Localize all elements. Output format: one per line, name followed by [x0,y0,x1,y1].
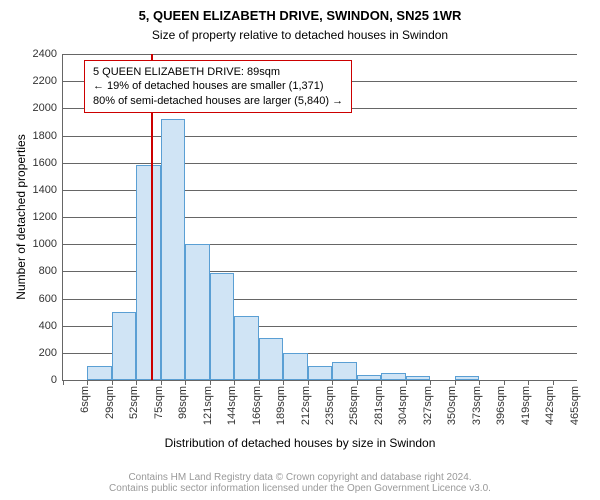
footer-line-2: Contains public sector information licen… [0,483,600,494]
histogram-bar [185,244,209,380]
histogram-bar [210,273,234,380]
x-tick-mark [63,380,64,385]
x-tick-mark [528,380,529,385]
x-tick-label: 6sqm [79,386,91,413]
x-tick-label: 52sqm [128,386,140,419]
y-tick-label: 1000 [33,238,63,250]
y-tick-label: 1400 [33,184,63,196]
x-tick-mark [308,380,309,385]
x-tick-mark [357,380,358,385]
x-axis-label: Distribution of detached houses by size … [0,436,600,450]
x-tick-mark [381,380,382,385]
x-tick-mark [87,380,88,385]
x-tick-label: 327sqm [422,386,434,425]
x-tick-label: 166sqm [251,386,263,425]
x-tick-mark [455,380,456,385]
annotation-line: ← 19% of detached houses are smaller (1,… [93,79,343,93]
x-tick-mark [479,380,480,385]
footer: Contains HM Land Registry data © Crown c… [0,472,600,494]
chart-title: 5, QUEEN ELIZABETH DRIVE, SWINDON, SN25 … [0,8,600,23]
y-tick-label: 400 [39,320,63,332]
histogram-bar [259,338,283,380]
gridline [63,54,577,55]
y-tick-label: 0 [51,374,63,386]
x-tick-label: 121sqm [202,386,214,425]
x-tick-label: 212sqm [300,386,312,425]
histogram-bar [455,376,479,380]
x-tick-label: 442sqm [544,386,556,425]
histogram-bar [308,366,332,380]
x-tick-label: 144sqm [226,386,238,425]
x-tick-mark [332,380,333,385]
x-tick-label: 258sqm [348,386,360,425]
y-tick-label: 1800 [33,130,63,142]
x-tick-mark [283,380,284,385]
x-tick-mark [234,380,235,385]
x-tick-mark [553,380,554,385]
x-tick-mark [259,380,260,385]
histogram-bar [332,362,356,380]
x-tick-label: 350sqm [446,386,458,425]
y-tick-label: 1600 [33,157,63,169]
histogram-bar [161,119,185,380]
histogram-bar [381,373,405,380]
histogram-bar [234,316,258,380]
footer-line-1: Contains HM Land Registry data © Crown c… [0,472,600,483]
x-tick-mark [185,380,186,385]
y-tick-label: 600 [39,293,63,305]
histogram-bar [357,375,381,380]
y-tick-label: 2200 [33,75,63,87]
y-axis-label: Number of detached properties [14,54,28,380]
annotation-line: 80% of semi-detached houses are larger (… [93,94,343,108]
chart-subtitle: Size of property relative to detached ho… [0,28,600,42]
x-tick-label: 235sqm [324,386,336,425]
x-tick-label: 189sqm [275,386,287,425]
x-tick-label: 75sqm [153,386,165,419]
x-tick-mark [136,380,137,385]
histogram-bar [112,312,136,380]
gridline [63,163,577,164]
x-tick-mark [406,380,407,385]
chart-container: 5, QUEEN ELIZABETH DRIVE, SWINDON, SN25 … [0,0,600,500]
y-tick-label: 2400 [33,48,63,60]
x-tick-label: 304sqm [397,386,409,425]
histogram-bar [406,376,430,380]
histogram-bar [283,353,307,380]
x-tick-mark [504,380,505,385]
x-tick-label: 419sqm [520,386,532,425]
x-tick-label: 281sqm [373,386,385,425]
x-tick-label: 29sqm [104,386,116,419]
histogram-bar [136,165,160,380]
y-tick-label: 200 [39,347,63,359]
y-tick-label: 1200 [33,211,63,223]
x-tick-label: 465sqm [569,386,581,425]
x-tick-label: 98sqm [177,386,189,419]
x-tick-mark [430,380,431,385]
x-tick-mark [112,380,113,385]
annotation-box: 5 QUEEN ELIZABETH DRIVE: 89sqm← 19% of d… [84,60,352,113]
y-tick-label: 2000 [33,102,63,114]
histogram-bar [87,366,111,380]
y-tick-label: 800 [39,265,63,277]
x-tick-label: 373sqm [471,386,483,425]
gridline [63,136,577,137]
x-tick-label: 396sqm [495,386,507,425]
x-tick-mark [161,380,162,385]
x-tick-mark [210,380,211,385]
annotation-line: 5 QUEEN ELIZABETH DRIVE: 89sqm [93,65,343,79]
